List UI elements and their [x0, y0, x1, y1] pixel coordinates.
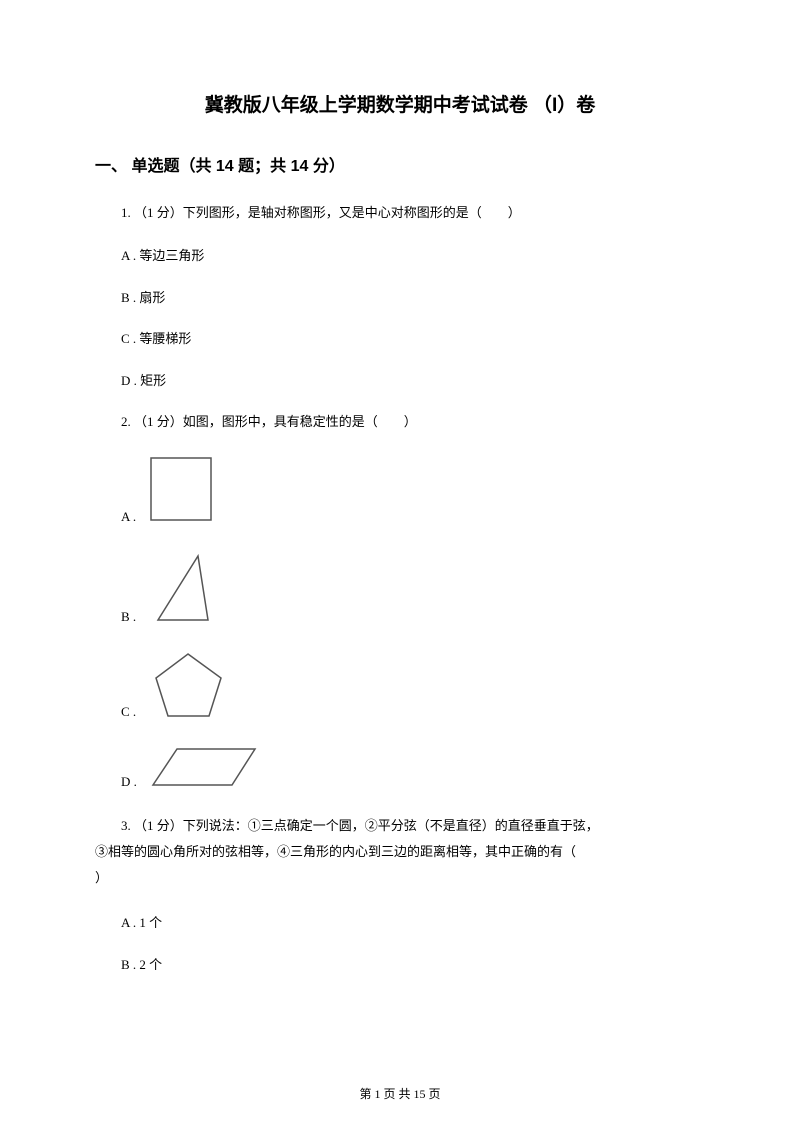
q2-option-c: C .: [95, 648, 705, 723]
question-1: 1. （1 分）下列图形，是轴对称图形，又是中心对称图形的是（ ）: [95, 201, 705, 224]
q1-option-d: D . 矩形: [95, 369, 705, 392]
q2-c-label: C .: [121, 704, 136, 723]
triangle-icon: [146, 548, 221, 628]
parallelogram-icon: [147, 743, 262, 793]
exam-title: 冀教版八年级上学期数学期中考试试卷 （I）卷: [95, 90, 705, 117]
q3-line3: ）: [95, 865, 705, 891]
pentagon-icon: [146, 648, 231, 723]
q3-option-b: B . 2 个: [95, 953, 705, 976]
q2-option-b: B .: [95, 548, 705, 628]
square-icon: [146, 453, 216, 528]
question-3: 3. （1 分）下列说法：①三点确定一个圆，②平分弦（不是直径）的直径垂直于弦，…: [95, 813, 705, 891]
q2-option-a: A .: [95, 453, 705, 528]
q1-option-b: B . 扇形: [95, 286, 705, 309]
question-2: 2. （1 分）如图，图形中，具有稳定性的是（ ）: [95, 410, 705, 433]
q1-option-a: A . 等边三角形: [95, 244, 705, 267]
q2-option-d: D .: [95, 743, 705, 793]
q3-line1: 3. （1 分）下列说法：①三点确定一个圆，②平分弦（不是直径）的直径垂直于弦，: [95, 813, 705, 839]
page-footer: 第 1 页 共 15 页: [0, 1085, 800, 1102]
q3-line2: ③相等的圆心角所对的弦相等，④三角形的内心到三边的距离相等，其中正确的有（: [95, 839, 705, 865]
q2-b-label: B .: [121, 609, 136, 628]
q2-d-label: D .: [121, 774, 137, 793]
q3-option-a: A . 1 个: [95, 911, 705, 934]
q2-a-label: A .: [121, 509, 136, 528]
q1-option-c: C . 等腰梯形: [95, 327, 705, 350]
section-header: 一、 单选题（共 14 题；共 14 分）: [95, 152, 705, 176]
